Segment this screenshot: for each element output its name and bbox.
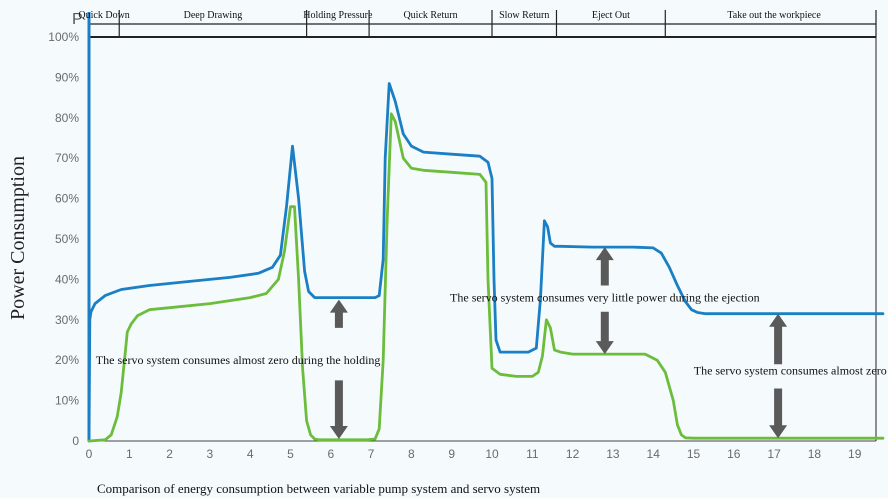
y-axis-label: Power Consumption	[7, 156, 29, 320]
phase-label: Quick Down	[78, 10, 129, 21]
phase-label: Deep Drawing	[184, 10, 243, 21]
phase-label: Take out the workpiece	[727, 10, 821, 21]
x-tick-label: 3	[207, 447, 214, 461]
x-tick-label: 19	[848, 447, 862, 461]
series-line	[87, 112, 885, 443]
x-tick-label: 9	[448, 447, 455, 461]
phase-label: Holding Pressure	[303, 10, 373, 21]
x-tick-label: 5	[287, 447, 294, 461]
y-tick-label: 20%	[55, 353, 79, 367]
phase-labels: Quick Down Deep Drawing Holding Pressure Qu…	[78, 10, 877, 37]
x-tick-label: 14	[647, 447, 661, 461]
x-tick-label: 10	[485, 447, 499, 461]
y-tick-label: 30%	[55, 313, 79, 327]
double-arrows	[329, 247, 788, 439]
x-tick-label: 6	[327, 447, 334, 461]
x-tick-label: 7	[368, 447, 375, 461]
arrow-mark	[595, 247, 614, 286]
y-tick-label: 40%	[55, 272, 79, 286]
y-tick-label: 80%	[55, 111, 79, 125]
annotation-text: The servo system consumes very little po…	[450, 291, 760, 305]
x-tick-label: 1	[126, 447, 133, 461]
y-tick-label: 50%	[55, 232, 79, 246]
x-tick-label: 8	[408, 447, 415, 461]
y-tick-label: 90%	[55, 70, 79, 84]
y-tick-label: 60%	[55, 192, 79, 206]
y-tick-label: 70%	[55, 151, 79, 165]
arrow-mark	[769, 388, 788, 439]
phase-label: Slow Return	[499, 10, 549, 21]
x-tick-label: 18	[808, 447, 822, 461]
y-tick-label: 0	[72, 434, 79, 448]
annotation-text: The servo system consumes almost zero du…	[96, 353, 381, 367]
arrow-mark	[329, 299, 348, 328]
annotations: The servo system consumes almost zero du…	[96, 291, 887, 378]
x-tick-label: 0	[86, 447, 93, 461]
arrow-mark	[595, 311, 614, 355]
x-tick-label: 13	[606, 447, 620, 461]
chart-caption: Comparison of energy consumption between…	[97, 481, 540, 496]
x-tick-label: 15	[687, 447, 701, 461]
phase-label: Quick Return	[403, 10, 457, 21]
x-tick-label: 17	[767, 447, 781, 461]
axis-letter-p: P	[72, 11, 83, 28]
annotation-text: The servo system consumes almost zero	[694, 363, 887, 377]
arrow-mark	[769, 313, 788, 365]
x-tick-label: 11	[526, 447, 539, 461]
y-tick-label: 100%	[48, 30, 79, 44]
phase-label: Eject Out	[592, 10, 630, 21]
series-line	[87, 82, 885, 443]
series-lines	[87, 82, 885, 443]
y-tick-label: 10%	[55, 394, 79, 408]
x-tick-label: 16	[727, 447, 741, 461]
x-tick-label: 2	[166, 447, 173, 461]
x-tick-label: 12	[566, 447, 580, 461]
arrow-mark	[329, 380, 348, 439]
x-tick-label: 4	[247, 447, 254, 461]
tick-labels: 0 1 2 3 4 5 6 7 8 9 10 11 12 13 14 15 16 17 18 19010%20%30%…	[48, 30, 861, 461]
